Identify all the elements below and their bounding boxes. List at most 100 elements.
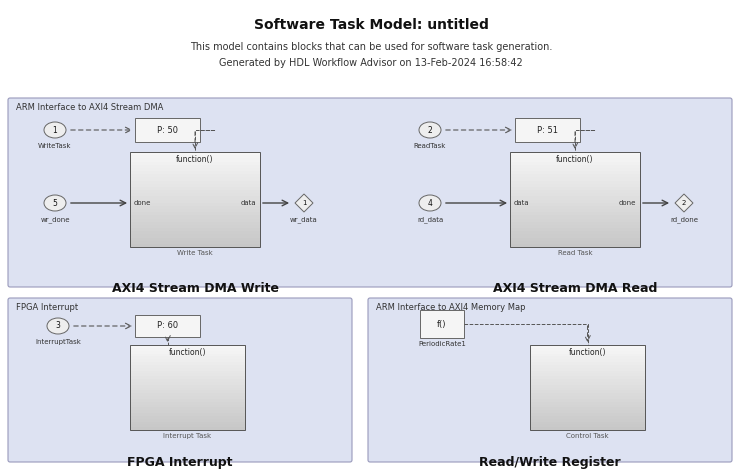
- Text: done: done: [134, 200, 151, 206]
- Text: 5: 5: [53, 199, 57, 208]
- Bar: [530, 374, 645, 376]
- Bar: [130, 225, 260, 228]
- Bar: [130, 187, 260, 190]
- Text: done: done: [619, 200, 636, 206]
- Bar: [510, 234, 640, 237]
- Text: function(): function(): [569, 348, 606, 357]
- Text: P: 60: P: 60: [157, 321, 178, 330]
- Bar: [130, 215, 260, 219]
- Text: Write Task: Write Task: [177, 250, 213, 256]
- Bar: [130, 368, 245, 371]
- Ellipse shape: [419, 122, 441, 138]
- FancyBboxPatch shape: [8, 98, 732, 287]
- Bar: [130, 206, 260, 209]
- Text: AXI4 Stream DMA Read: AXI4 Stream DMA Read: [493, 282, 657, 295]
- Text: ReadTask: ReadTask: [414, 143, 446, 149]
- Bar: [510, 196, 640, 200]
- Bar: [130, 427, 245, 430]
- Bar: [130, 382, 245, 385]
- Bar: [510, 190, 640, 193]
- Bar: [130, 219, 260, 222]
- Bar: [510, 181, 640, 183]
- Bar: [130, 351, 245, 354]
- Bar: [530, 399, 645, 401]
- Text: WriteTask: WriteTask: [39, 143, 72, 149]
- Bar: [130, 155, 260, 158]
- Text: function(): function(): [168, 348, 206, 357]
- Bar: [530, 419, 645, 421]
- Text: FPGA Interrupt: FPGA Interrupt: [127, 456, 233, 469]
- Bar: [510, 219, 640, 222]
- Text: function(): function(): [177, 155, 214, 164]
- Bar: [530, 427, 645, 430]
- Bar: [510, 231, 640, 234]
- Text: ARM Interface to AXI4 Memory Map: ARM Interface to AXI4 Memory Map: [376, 303, 525, 312]
- Bar: [510, 237, 640, 241]
- Bar: [130, 359, 245, 362]
- Bar: [130, 209, 260, 212]
- Bar: [130, 228, 260, 231]
- Bar: [530, 362, 645, 365]
- Bar: [510, 174, 640, 177]
- Text: 1: 1: [53, 126, 57, 135]
- Text: function(): function(): [556, 155, 594, 164]
- Bar: [510, 164, 640, 168]
- Bar: [530, 345, 645, 348]
- Bar: [510, 228, 640, 231]
- Bar: [530, 421, 645, 424]
- Bar: [510, 183, 640, 187]
- Bar: [530, 376, 645, 379]
- Bar: [130, 407, 245, 410]
- Bar: [130, 354, 245, 356]
- Bar: [510, 171, 640, 174]
- Bar: [135, 118, 200, 142]
- Bar: [530, 385, 645, 388]
- Bar: [530, 359, 645, 362]
- Bar: [130, 424, 245, 427]
- Bar: [530, 371, 645, 374]
- Bar: [510, 152, 640, 155]
- Bar: [130, 390, 245, 393]
- Bar: [130, 388, 245, 390]
- Text: This model contains blocks that can be used for software task generation.: This model contains blocks that can be u…: [190, 42, 552, 52]
- Bar: [130, 371, 245, 374]
- Text: rd_done: rd_done: [670, 216, 698, 223]
- Bar: [130, 171, 260, 174]
- Bar: [530, 424, 645, 427]
- Ellipse shape: [47, 318, 69, 334]
- Text: Interrupt Task: Interrupt Task: [163, 433, 211, 439]
- Text: 2: 2: [427, 126, 433, 135]
- Text: 1: 1: [302, 200, 306, 206]
- Bar: [130, 181, 260, 183]
- Bar: [130, 399, 245, 401]
- Bar: [130, 162, 260, 164]
- Text: Software Task Model: untitled: Software Task Model: untitled: [254, 18, 488, 32]
- Bar: [530, 356, 645, 359]
- Bar: [130, 410, 245, 413]
- Bar: [130, 404, 245, 407]
- Bar: [510, 203, 640, 206]
- Bar: [130, 212, 260, 215]
- Bar: [130, 385, 245, 388]
- Bar: [530, 410, 645, 413]
- Bar: [530, 348, 645, 351]
- Bar: [130, 401, 245, 404]
- Bar: [130, 174, 260, 177]
- Bar: [130, 183, 260, 187]
- Bar: [420, 310, 464, 338]
- Text: Control Task: Control Task: [566, 433, 609, 439]
- Bar: [510, 152, 640, 247]
- Bar: [510, 244, 640, 247]
- Bar: [530, 393, 645, 396]
- Bar: [130, 376, 245, 379]
- Bar: [530, 351, 645, 354]
- Bar: [510, 215, 640, 219]
- Bar: [135, 315, 200, 337]
- Text: PeriodicRate1: PeriodicRate1: [418, 341, 466, 347]
- Bar: [130, 234, 260, 237]
- FancyBboxPatch shape: [8, 298, 352, 462]
- Bar: [130, 222, 260, 225]
- Bar: [130, 379, 245, 382]
- Bar: [130, 365, 245, 368]
- Text: ARM Interface to AXI4 Stream DMA: ARM Interface to AXI4 Stream DMA: [16, 103, 163, 112]
